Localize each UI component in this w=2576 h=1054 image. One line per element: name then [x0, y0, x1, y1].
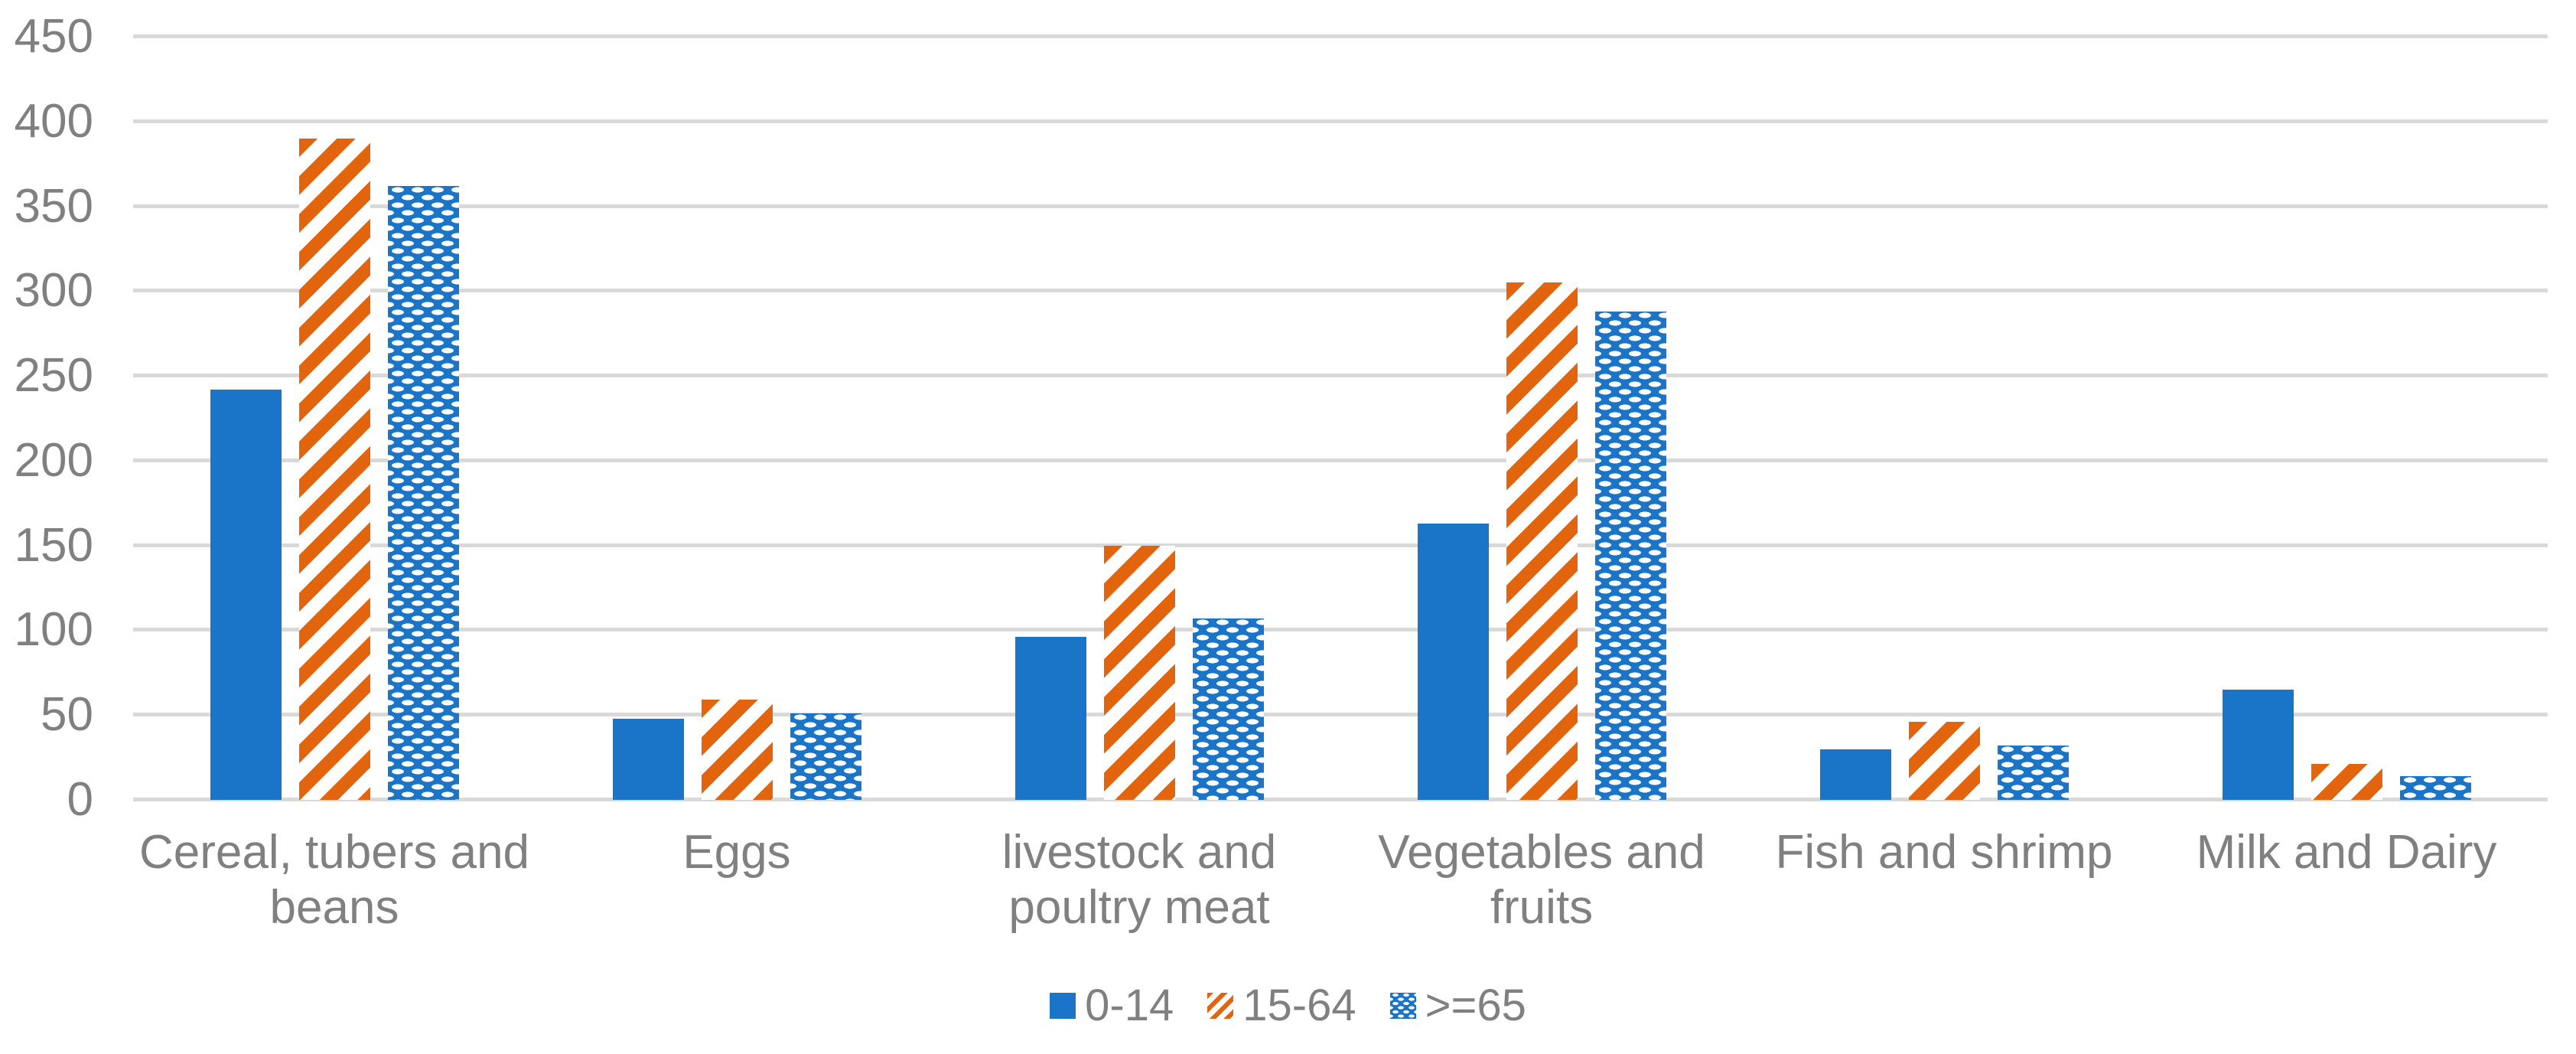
y-axis: 0 50 100 150 200 250 300 350 400 450 [0, 13, 93, 824]
bar--65 [1594, 311, 1666, 800]
legend-swatch-checked-icon [1389, 993, 1416, 1019]
legend-label: 15-64 [1242, 981, 1356, 1030]
gridline [133, 204, 2548, 208]
gridline [133, 458, 2548, 462]
x-axis-labels: Cereal, tubers and beans Eggs livestock … [133, 825, 2548, 935]
category-label: Vegetables and fruits [1378, 826, 1705, 934]
bar-15-64 [298, 138, 370, 800]
bar-0-14 [612, 718, 684, 800]
category-label: Milk and Dairy [2196, 826, 2497, 879]
y-axis-tick-label: 450 [14, 10, 93, 63]
legend-swatch-solid-icon [1050, 993, 1076, 1019]
legend-label: 0-14 [1085, 981, 1174, 1030]
legend-item-ge-65: >=65 [1389, 981, 1526, 1030]
legend-item-0-14: 0-14 [1050, 981, 1174, 1030]
bar-0-14 [210, 389, 282, 800]
bar-0-14 [1819, 749, 1891, 800]
y-axis-tick-label: 250 [14, 349, 93, 403]
category-label: livestock and poultry meat [1001, 826, 1277, 934]
gridline [133, 543, 2548, 547]
gridline [133, 628, 2548, 632]
bar-group [1743, 37, 2145, 800]
legend-label: >=65 [1425, 981, 1526, 1030]
bar--65 [1192, 618, 1264, 800]
y-axis-tick-label: 400 [14, 94, 93, 148]
y-axis-tick-label: 0 [67, 773, 93, 826]
bar-group [133, 37, 536, 800]
plot-area [133, 34, 2548, 801]
bar-15-64 [1908, 722, 1980, 800]
legend-item-15-64: 15-64 [1207, 981, 1356, 1030]
bar-0-14 [2222, 690, 2294, 800]
bar-group [2145, 37, 2548, 800]
bar--65 [387, 185, 459, 800]
bar-15-64 [2311, 764, 2382, 800]
gridline [133, 374, 2548, 378]
category-label: Cereal, tubers and beans [138, 826, 530, 934]
bar-group [1340, 37, 1743, 800]
y-axis-tick-label: 50 [41, 688, 93, 742]
category-label: Eggs [682, 826, 791, 879]
bar--65 [790, 713, 861, 800]
bar-group [536, 37, 938, 800]
bar-0-14 [1417, 523, 1489, 800]
bar-15-64 [701, 700, 773, 800]
bar--65 [2399, 775, 2471, 800]
y-axis-tick-label: 350 [14, 179, 93, 233]
y-axis-tick-label: 150 [14, 518, 93, 572]
category-label: Fish and shrimp [1775, 826, 2113, 879]
y-axis-tick-label: 100 [14, 603, 93, 657]
gridline [133, 713, 2548, 717]
gridline [133, 119, 2548, 123]
bar-15-64 [1103, 545, 1175, 800]
bar-15-64 [1506, 282, 1578, 800]
gridline [133, 34, 2548, 38]
legend-swatch-striped-icon [1207, 993, 1234, 1019]
legend: 0-14 15-64 >=65 [0, 981, 2576, 1030]
y-axis-tick-label: 300 [14, 264, 93, 318]
y-axis-tick-label: 200 [14, 433, 93, 487]
bar-0-14 [1014, 637, 1086, 800]
bar-group [938, 37, 1340, 800]
bar-groups [133, 37, 2548, 800]
gridline [133, 289, 2548, 293]
bar--65 [1997, 746, 2069, 800]
gridline [133, 798, 2548, 801]
